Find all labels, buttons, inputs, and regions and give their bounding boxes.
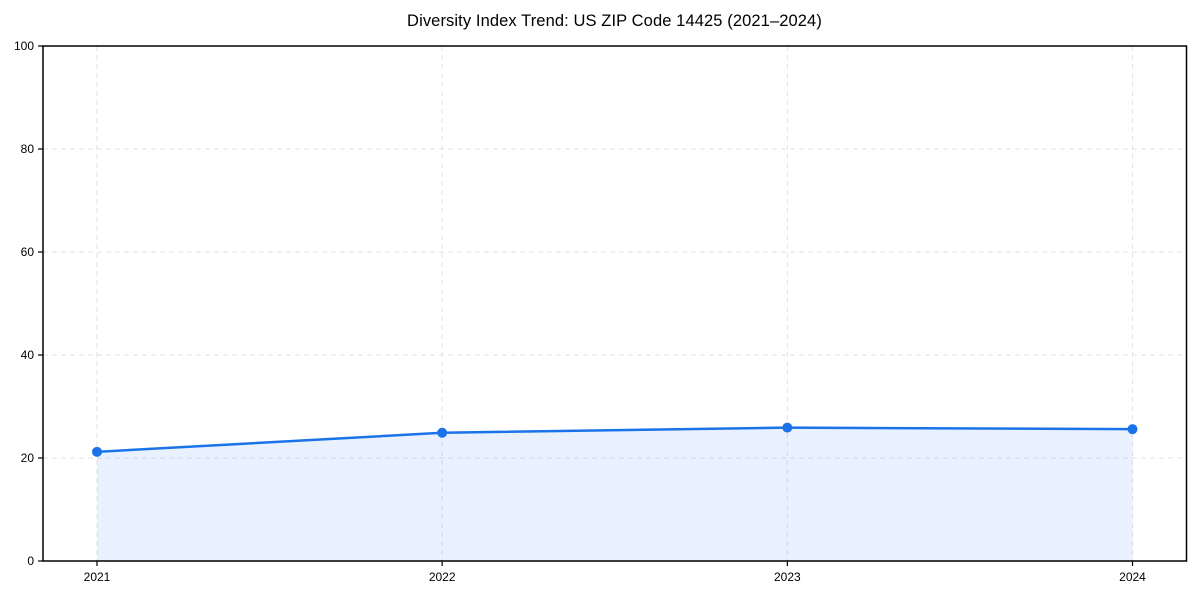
data-point [1127, 424, 1138, 435]
x-tick-label: 2022 [429, 570, 456, 584]
data-point [92, 446, 102, 457]
y-tick-label: 0 [27, 554, 34, 568]
y-tick-label: 40 [21, 348, 35, 362]
area-fill [97, 427, 1133, 561]
data-point [437, 427, 448, 438]
x-tick-label: 2024 [1119, 570, 1146, 584]
y-tick-label: 20 [21, 451, 35, 465]
y-tick-label: 80 [21, 142, 35, 156]
y-tick-label: 100 [14, 39, 34, 53]
trend-line [95, 426, 1134, 454]
y-tick-label: 60 [21, 245, 35, 259]
x-tick-label: 2021 [84, 570, 111, 584]
plot-border [42, 45, 1188, 562]
x-tick-label: 2023 [774, 570, 801, 584]
data-point [782, 422, 793, 433]
chart-title: Diversity Index Trend: US ZIP Code 14425… [407, 12, 822, 30]
